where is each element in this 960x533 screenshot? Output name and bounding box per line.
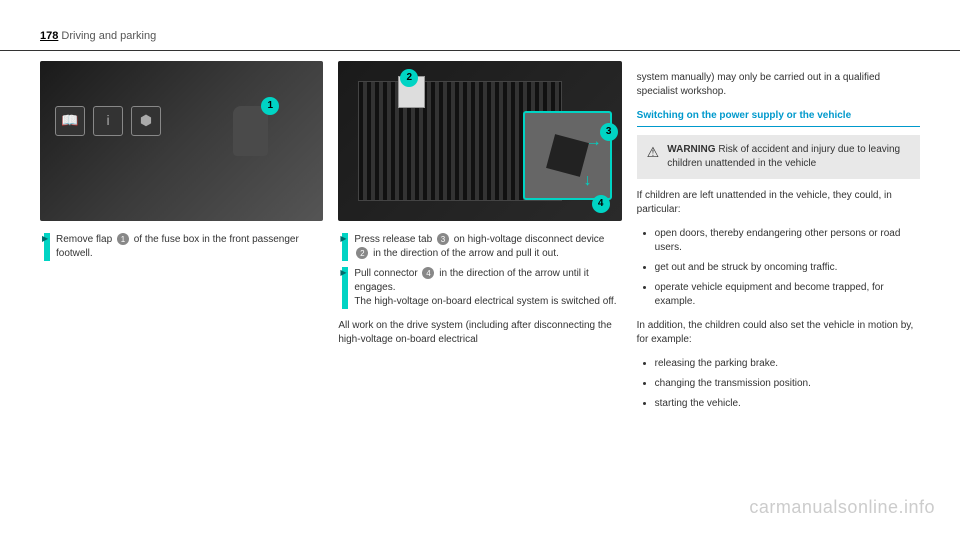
connector-body xyxy=(546,134,589,177)
watermark: carmanualsonline.info xyxy=(749,497,935,518)
inline-callout: 3 xyxy=(437,233,449,245)
content-columns: 📖 i ⬢ 1 Remove flap 1 of the fuse box in… xyxy=(0,51,960,417)
warning-box: ⚠ WARNING Risk of accident and injury du… xyxy=(637,135,920,179)
arrow-icon: ↓ xyxy=(584,170,592,192)
list-item: changing the transmission position. xyxy=(655,377,920,391)
section-heading: Switching on the power supply or the veh… xyxy=(637,109,920,127)
step-marker-icon xyxy=(342,233,348,261)
step-item: Pull connector 4 in the direction of the… xyxy=(338,267,621,309)
page-header: 178 Driving and parking xyxy=(0,0,960,51)
section-title: Driving and parking xyxy=(61,30,156,42)
callout-4: 4 xyxy=(592,195,610,213)
list-item: operate vehicle equipment and become tra… xyxy=(655,281,920,309)
list-item: open doors, thereby endangering other pe… xyxy=(655,227,920,255)
manual-icon: 📖 xyxy=(55,106,85,136)
column-3: system manually) may only be carried out… xyxy=(637,61,920,417)
arrow-icon: → xyxy=(586,131,602,153)
step-text: Press release tab 3 on high-voltage disc… xyxy=(354,233,621,261)
figure-connector: → ↓ 2 3 4 xyxy=(338,61,621,221)
list-item: get out and be struck by oncoming traffi… xyxy=(655,261,920,275)
bullet-list: open doors, thereby endangering other pe… xyxy=(637,227,920,309)
warning-triangle-icon: ⚠ xyxy=(647,143,660,171)
list-item: releasing the parking brake. xyxy=(655,357,920,371)
info-icon: i xyxy=(93,106,123,136)
warning-label: WARNING xyxy=(667,144,715,155)
step-marker-icon xyxy=(44,233,50,261)
paragraph: All work on the drive system (including … xyxy=(338,319,621,347)
bullet-list: releasing the parking brake. changing th… xyxy=(637,357,920,411)
list-item: starting the vehicle. xyxy=(655,397,920,411)
step-item: Press release tab 3 on high-voltage disc… xyxy=(338,233,621,261)
component-icon: ⬢ xyxy=(131,106,161,136)
icon-panel: 📖 i ⬢ xyxy=(55,106,161,136)
hand-graphic xyxy=(233,106,268,156)
inline-callout: 4 xyxy=(422,267,434,279)
callout-3: 3 xyxy=(600,123,618,141)
step-marker-icon xyxy=(342,267,348,309)
callout-1: 1 xyxy=(261,97,279,115)
figure-fuse-box: 📖 i ⬢ 1 xyxy=(40,61,323,221)
paragraph: If children are left unattended in the v… xyxy=(637,189,920,217)
step-item: Remove flap 1 of the fuse box in the fro… xyxy=(40,233,323,261)
column-2: → ↓ 2 3 4 Press release tab 3 on high-vo… xyxy=(338,61,621,417)
page-number: 178 xyxy=(40,30,58,42)
paragraph: In addition, the children could also set… xyxy=(637,319,920,347)
warning-content: WARNING Risk of accident and injury due … xyxy=(667,143,910,171)
inline-callout: 1 xyxy=(117,233,129,245)
column-1: 📖 i ⬢ 1 Remove flap 1 of the fuse box in… xyxy=(40,61,323,417)
inline-callout: 2 xyxy=(356,247,368,259)
intro-paragraph: system manually) may only be carried out… xyxy=(637,71,920,99)
step-text: Remove flap 1 of the fuse box in the fro… xyxy=(56,233,323,261)
connector-inset: → ↓ xyxy=(523,111,612,200)
step-text: Pull connector 4 in the direction of the… xyxy=(354,267,621,309)
